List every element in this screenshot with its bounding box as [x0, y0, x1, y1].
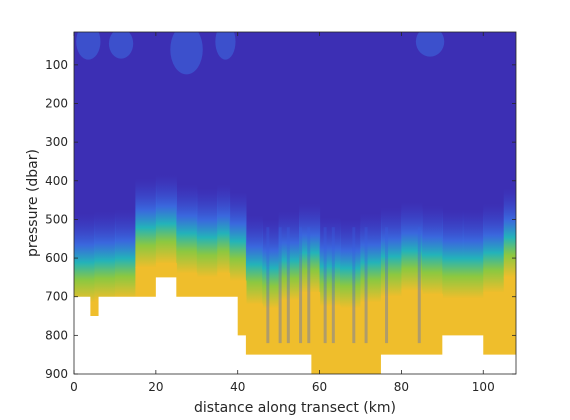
- transition-band: [94, 211, 116, 301]
- transition-band: [245, 215, 263, 305]
- y-tick-label: 300: [45, 135, 68, 149]
- vertical-streak: [286, 227, 290, 344]
- upper-patch: [215, 32, 236, 60]
- transition-band: [135, 178, 157, 268]
- y-tick-label: 400: [45, 174, 68, 188]
- transition-band: [462, 209, 484, 299]
- transition-band: [114, 209, 136, 299]
- transition-band: [262, 219, 280, 309]
- heatmap-vertical-streaks: [266, 227, 421, 344]
- x-tick-label: 100: [472, 380, 495, 394]
- transition-band: [299, 203, 321, 293]
- transition-band: [442, 209, 464, 299]
- vertical-streak: [278, 227, 282, 344]
- transition-band: [421, 205, 443, 295]
- upper-patch: [76, 32, 101, 60]
- x-tick-label: 60: [312, 380, 327, 394]
- transition-band: [278, 211, 300, 301]
- transition-band: [229, 192, 247, 282]
- y-tick-label: 800: [45, 328, 68, 342]
- upper-blue-patches: [76, 32, 445, 75]
- y-axis: 100 200 300 400 500 600 700 800 900: [45, 58, 516, 381]
- vertical-streak: [266, 227, 270, 344]
- upper-patch: [108, 32, 134, 59]
- upper-patch: [415, 32, 445, 57]
- y-tick-label: 700: [45, 290, 68, 304]
- transition-band: [380, 207, 403, 297]
- x-axis-label: distance along transect (km): [194, 400, 396, 416]
- vertical-streak: [307, 227, 311, 344]
- transition-band: [483, 203, 505, 293]
- transition-band: [217, 184, 231, 274]
- y-tick-label: 500: [45, 212, 68, 226]
- missing-data-mask: [74, 277, 516, 374]
- x-tick-label: 0: [70, 380, 78, 394]
- y-axis-label: pressure (dbar): [25, 149, 41, 257]
- y-tick-label: 100: [45, 58, 68, 72]
- transition-band: [155, 174, 177, 264]
- plot-area: [74, 32, 516, 374]
- vertical-streak: [352, 227, 356, 344]
- transition-band: [176, 184, 198, 274]
- y-tick-label: 200: [45, 96, 68, 110]
- transition-band: [401, 202, 423, 291]
- transition-band: [503, 188, 516, 278]
- vertical-streak: [364, 227, 368, 344]
- x-axis: 0 20 40 60 80 100: [70, 32, 495, 394]
- transition-band: [360, 213, 382, 303]
- transition-band: [340, 219, 362, 309]
- vertical-streak: [299, 227, 303, 344]
- y-tick-label: 600: [45, 251, 68, 265]
- transition-band: [74, 213, 96, 303]
- x-tick-label: 20: [148, 380, 163, 394]
- x-tick-label: 40: [230, 380, 245, 394]
- upper-patch: [170, 32, 203, 75]
- y-tick-label: 900: [45, 367, 68, 381]
- plot-frame: [73, 31, 517, 375]
- transition-band: [319, 217, 341, 307]
- transition-band: [196, 188, 218, 278]
- vertical-streak: [331, 227, 335, 344]
- x-tick-label: 80: [394, 380, 409, 394]
- vertical-streak: [323, 227, 327, 344]
- vertical-streak: [385, 227, 389, 344]
- vertical-streak: [417, 227, 421, 344]
